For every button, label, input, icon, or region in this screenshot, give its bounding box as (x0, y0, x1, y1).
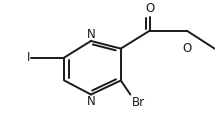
Text: O: O (182, 42, 192, 55)
Text: N: N (87, 28, 95, 41)
Text: I: I (27, 51, 30, 64)
Text: N: N (87, 95, 95, 108)
Text: Br: Br (132, 96, 145, 109)
Text: O: O (145, 2, 154, 15)
